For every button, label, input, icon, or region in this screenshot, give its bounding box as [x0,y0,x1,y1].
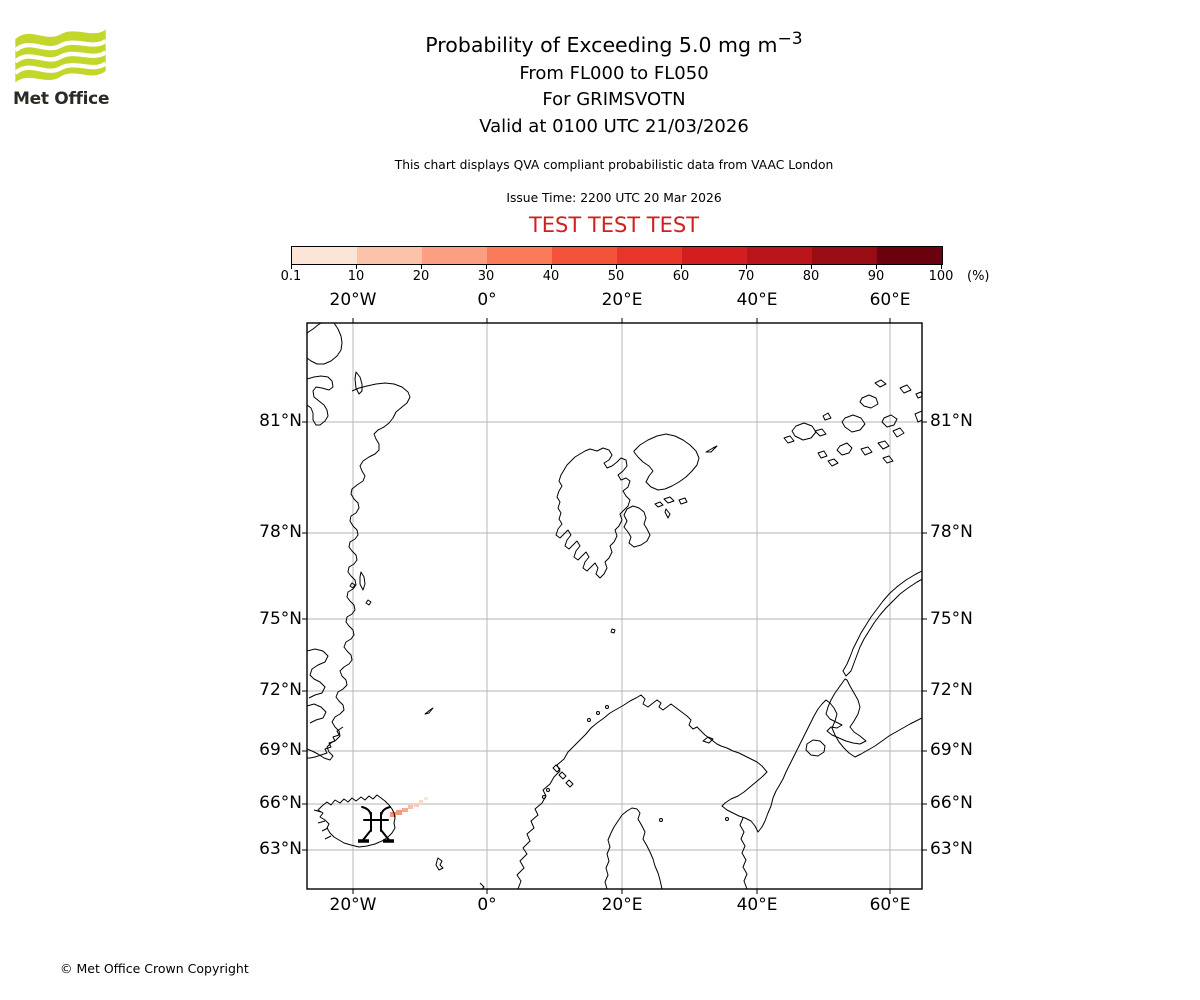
colorbar-segment [422,247,487,264]
colorbar-segment [552,247,617,264]
colorbar-tick [486,264,487,269]
probability-colorbar [291,246,943,265]
lon-label-bottom: 60°E [869,895,911,915]
issue-time: Issue Time: 2200 UTC 20 Mar 2026 [506,191,722,205]
colorbar-tick-label: 10 [347,269,365,284]
colorbar-tick-label: 0.1 [280,269,302,284]
map-frame [306,322,923,890]
colorbar-tick [746,264,747,269]
colorbar-segment [877,247,942,264]
colorbar-segment [487,247,552,264]
copyright-text: © Met Office Crown Copyright [60,961,249,976]
map-canvas [302,318,927,894]
lat-label-left: 69°N [259,740,302,760]
lon-label-top: 0° [477,290,497,310]
colorbar-tick-label: 60 [672,269,690,284]
colorbar-tick [811,264,812,269]
lat-label-right: 63°N [930,839,973,859]
colorbar-segment [292,247,357,264]
lat-label-left: 63°N [259,839,302,859]
colorbar-tick [551,264,552,269]
lon-label-bottom: 20°W [329,895,377,915]
subtitle-flight-levels: From FL000 to FL050 [519,63,709,84]
lon-label-bottom: 40°E [736,895,778,915]
colorbar-tick-label: 90 [867,269,885,284]
colorbar-tick-label: 40 [542,269,560,284]
colorbar-tick [681,264,682,269]
coastlines [307,323,922,889]
description-text: This chart displays QVA compliant probab… [394,158,834,172]
colorbar-tick-label: 20 [412,269,430,284]
axis-ticks [302,318,927,894]
lat-label-right: 78°N [930,522,973,542]
lat-label-right: 81°N [930,411,973,431]
lon-label-top: 20°W [329,290,377,310]
map-graticule [307,323,922,889]
logo-wordmark: Met Office [13,89,110,109]
colorbar-segment [747,247,812,264]
lon-label-bottom: 20°E [601,895,643,915]
colorbar-tick [356,264,357,269]
lat-label-right: 69°N [930,740,973,760]
lat-label-right: 72°N [930,680,973,700]
colorbar-tick [421,264,422,269]
lat-label-right: 75°N [930,609,973,629]
test-banner: TEST TEST TEST [528,213,700,237]
lat-label-left: 66°N [259,793,302,813]
colorbar-tick [291,264,292,269]
lat-label-left: 81°N [259,411,302,431]
colorbar-tick-label: 50 [607,269,625,284]
volcano-icon [358,806,394,843]
colorbar-tick-label: 70 [737,269,755,284]
subtitle-valid-time: Valid at 0100 UTC 21/03/2026 [479,116,749,137]
colorbar-unit-label: (%) [967,269,990,284]
colorbar-tick [876,264,877,269]
colorbar-tick-label: 80 [802,269,820,284]
colorbar-tick [941,264,942,269]
lon-label-bottom: 0° [477,895,497,915]
lat-label-left: 72°N [259,680,302,700]
colorbar-tick-label: 100 [928,269,954,284]
lon-label-top: 40°E [736,290,778,310]
lat-label-left: 75°N [259,609,302,629]
met-office-logo: Met Office [13,24,113,109]
lat-label-left: 78°N [259,522,302,542]
ash-probability-patches [390,797,428,817]
lat-label-right: 66°N [930,793,973,813]
colorbar-segment [357,247,422,264]
page-title: Probability of Exceeding 5.0 mg m−3 [425,29,803,57]
title-exponent: −3 [777,29,803,49]
colorbar-segment [617,247,682,264]
lon-label-top: 20°E [601,290,643,310]
colorbar-segment [682,247,747,264]
subtitle-volcano: For GRIMSVOTN [542,89,686,110]
met-office-waves-icon [13,29,107,83]
lon-label-top: 60°E [869,290,911,310]
colorbar-tick [616,264,617,269]
colorbar-segment [812,247,877,264]
colorbar-tick-label: 30 [477,269,495,284]
